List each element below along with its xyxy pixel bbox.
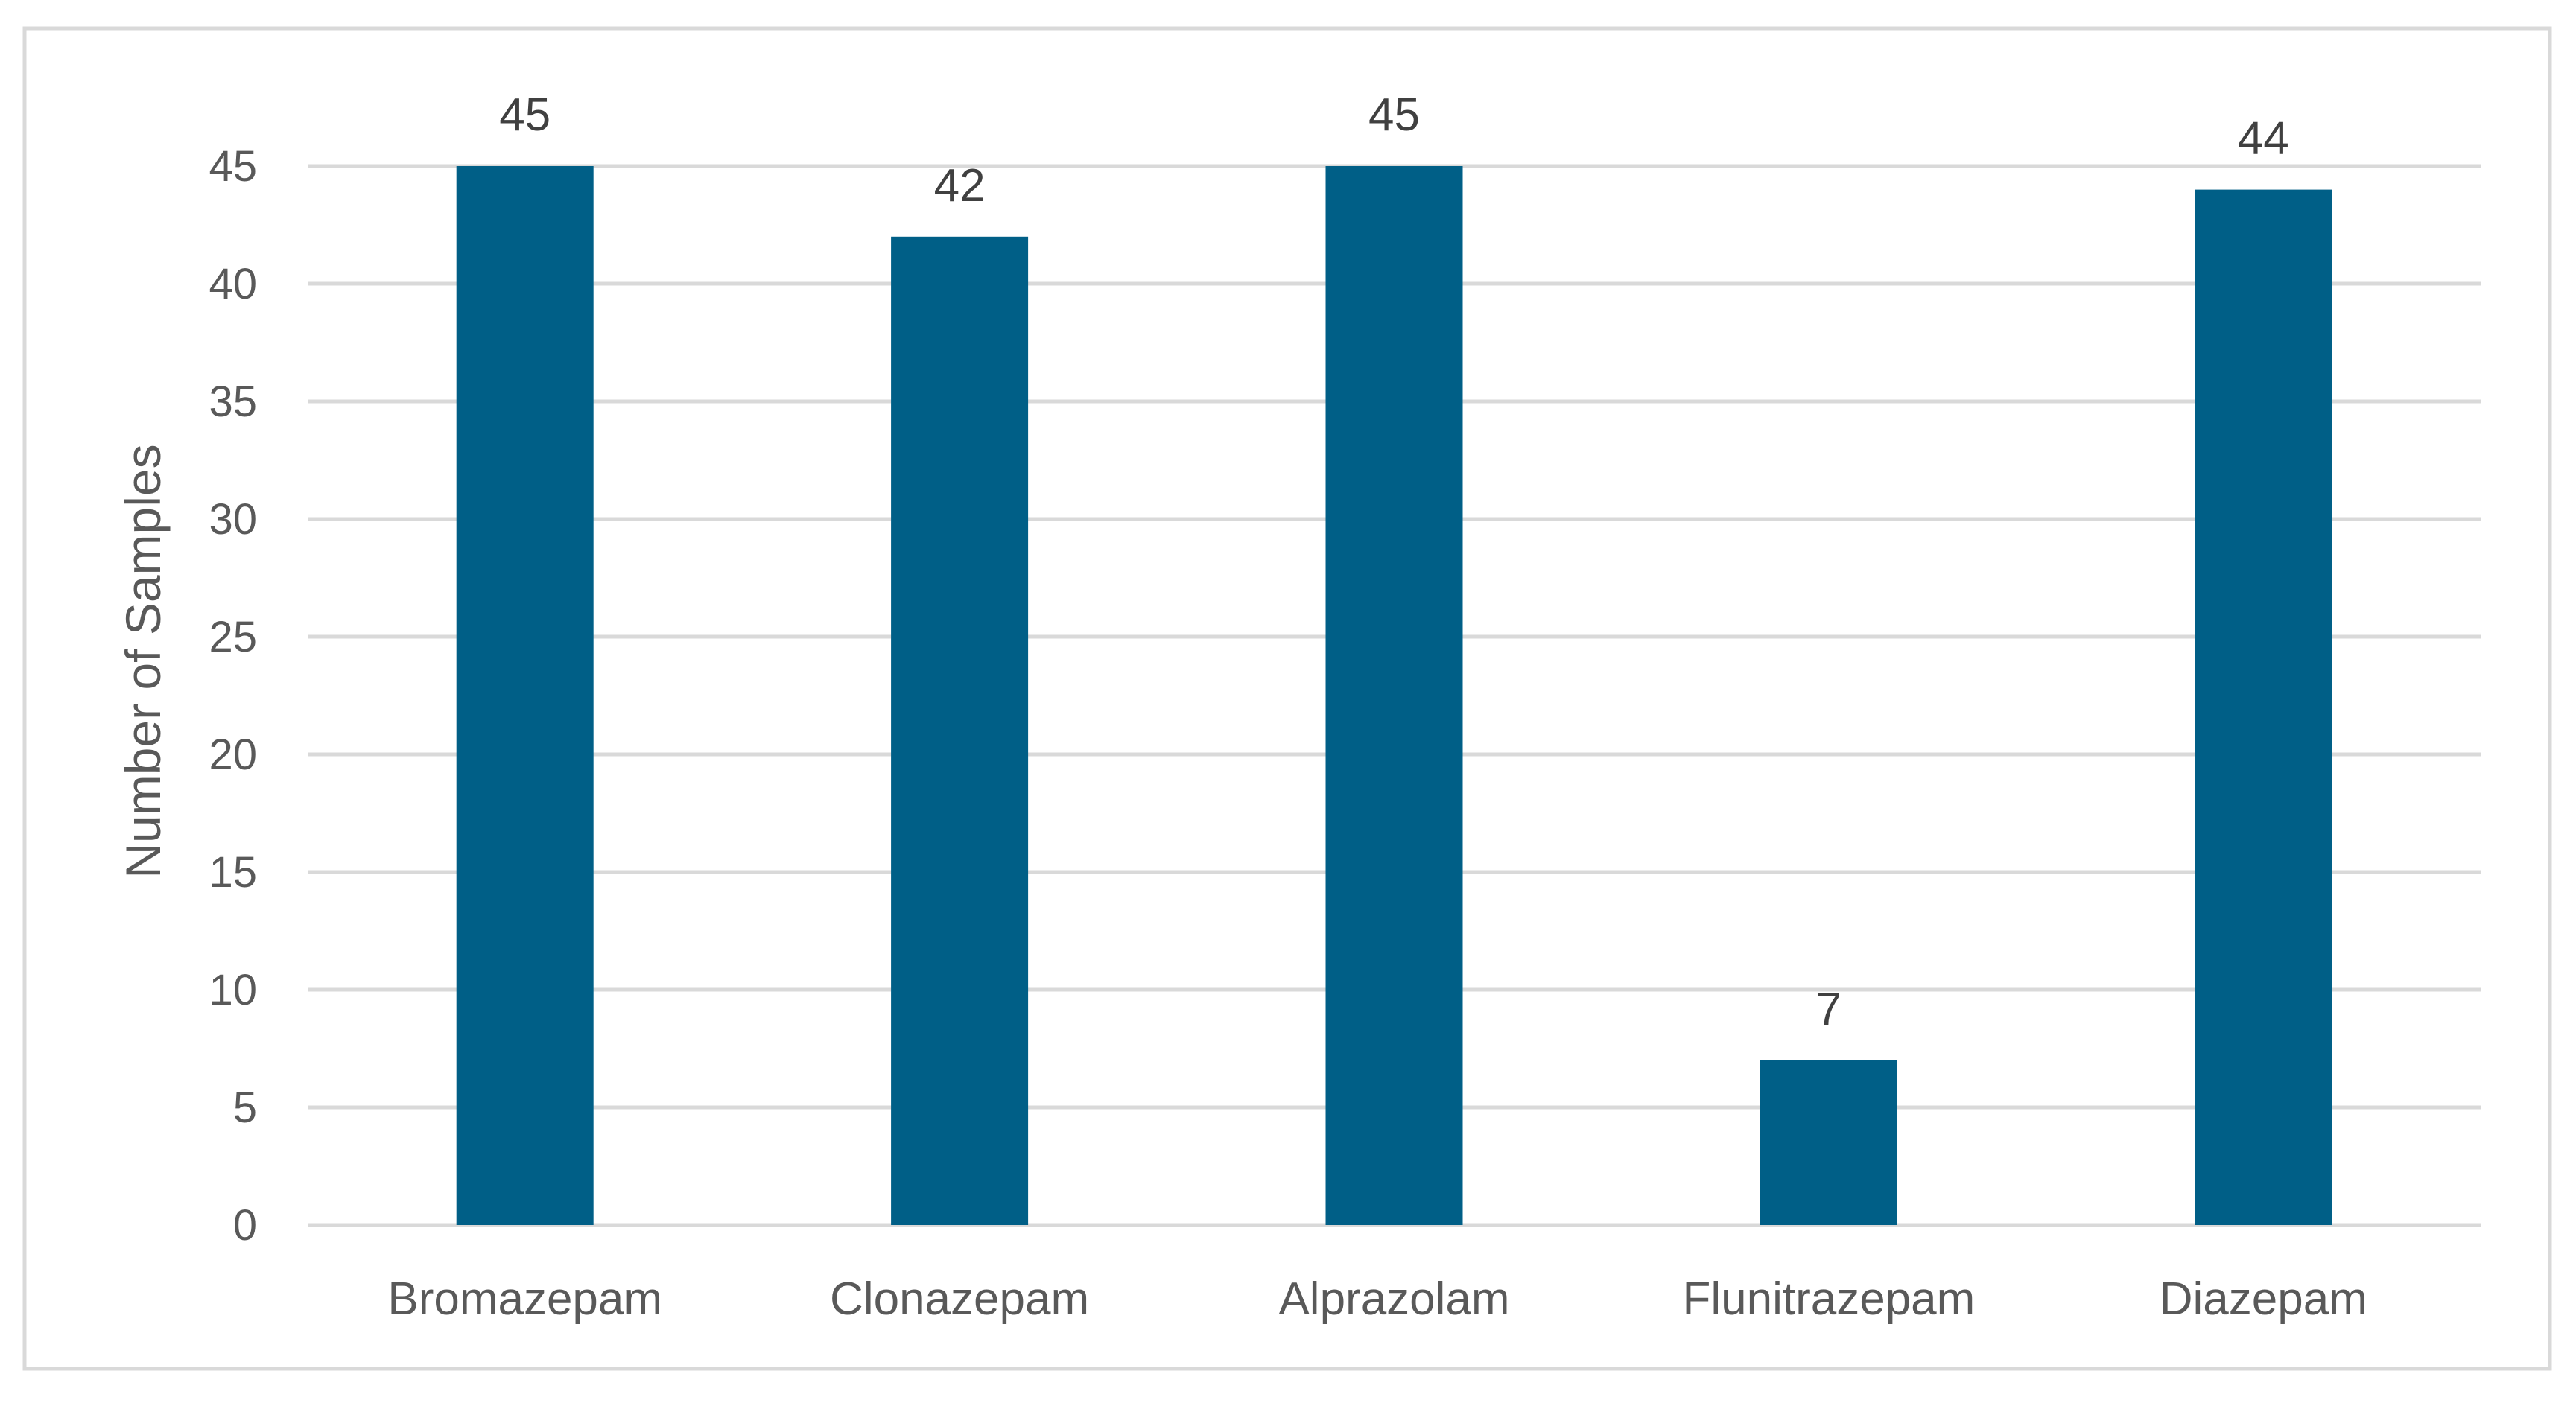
x-category-label: Alprazolam [1278, 1273, 1509, 1325]
y-tick-label: 40 [209, 260, 257, 308]
data-label: 45 [499, 89, 551, 141]
bar [2195, 189, 2332, 1226]
y-tick-label: 5 [233, 1084, 257, 1132]
x-category-label: Bromazepam [387, 1273, 662, 1325]
y-tick-label: 35 [209, 378, 257, 426]
y-axis-title: Number of Samples [115, 444, 171, 878]
y-tick-label: 30 [209, 495, 257, 544]
x-category-label: Diazepam [2160, 1273, 2367, 1325]
data-label: 44 [2238, 113, 2289, 165]
y-tick-label: 15 [209, 848, 257, 897]
bar [891, 236, 1029, 1225]
x-category-label: Clonazepam [830, 1273, 1089, 1325]
data-label: 45 [1368, 89, 1420, 141]
bar [456, 166, 594, 1225]
y-tick-label: 10 [209, 966, 257, 1014]
chart-border [22, 26, 2552, 1371]
y-tick-label: 45 [209, 142, 257, 191]
y-tick-label: 0 [233, 1201, 257, 1250]
data-label: 42 [934, 160, 986, 211]
data-label: 7 [1816, 984, 1841, 1035]
y-axis-ticks: 0 5 10 15 20 25 30 35 40 45 [209, 142, 257, 1250]
x-category-label: Flunitrazepam [1682, 1273, 1975, 1325]
x-axis-categories: Bromazepam Clonazepam Alprazolam Flunitraze… [387, 1273, 2367, 1325]
y-tick-label: 20 [209, 731, 257, 779]
bar [1760, 1060, 1897, 1225]
bar [1325, 166, 1463, 1225]
data-labels: 45 42 45 7 44 [499, 89, 2289, 1035]
bars [456, 166, 2332, 1226]
y-tick-label: 25 [209, 613, 257, 661]
